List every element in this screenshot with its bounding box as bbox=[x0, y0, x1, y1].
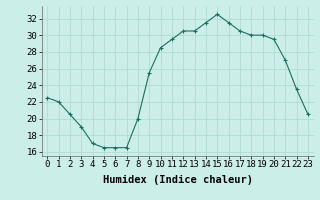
X-axis label: Humidex (Indice chaleur): Humidex (Indice chaleur) bbox=[103, 175, 252, 185]
